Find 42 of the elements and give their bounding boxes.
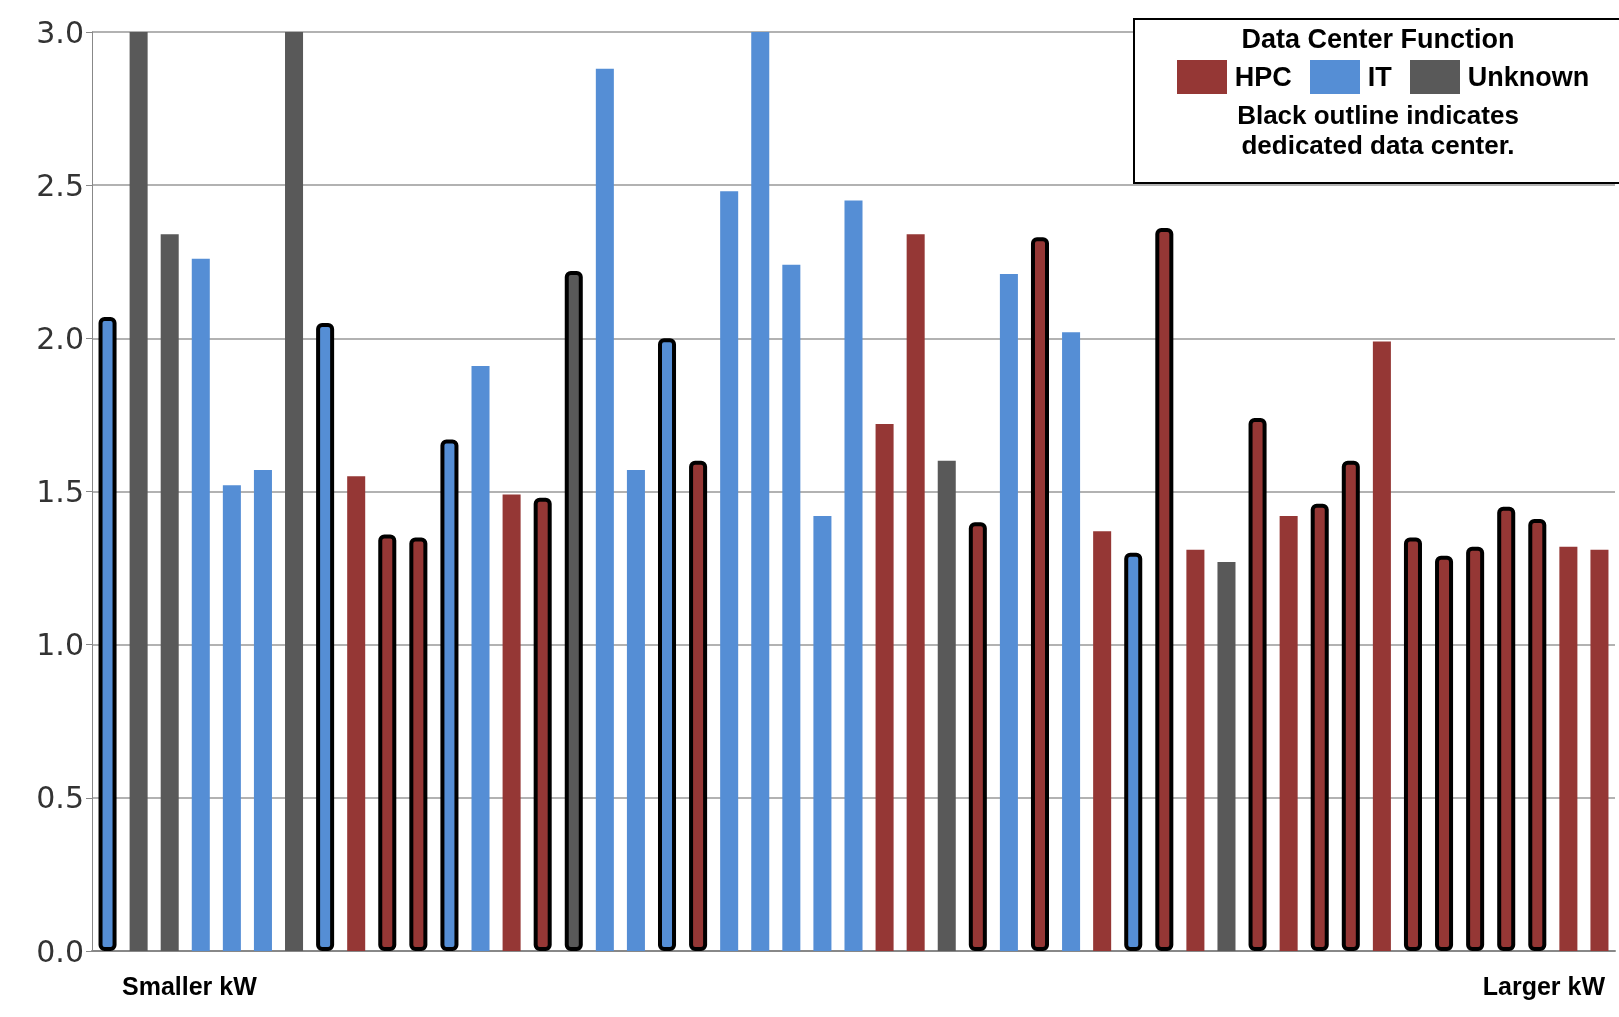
y-tick-label: 1.5 — [36, 474, 84, 509]
text: Larger kW — [1482, 971, 1606, 1000]
bar — [595, 68, 614, 951]
bar — [1372, 341, 1391, 951]
bar — [222, 485, 241, 951]
y-tick-label: 2.0 — [36, 320, 84, 356]
bar — [471, 365, 490, 951]
y-tick-label: 1.0 — [36, 627, 84, 663]
bar — [999, 274, 1018, 951]
bar — [1062, 332, 1081, 951]
bar — [1279, 516, 1298, 951]
bar — [191, 258, 210, 951]
bar — [782, 264, 801, 951]
bar — [285, 32, 304, 951]
bar — [626, 470, 645, 951]
y-tick-label: 3.0 — [36, 14, 84, 50]
legend-title: Data Center Function — [1240, 23, 1516, 56]
y-tick-label: 2.5 — [36, 167, 84, 203]
bar — [937, 460, 956, 951]
bar — [844, 200, 863, 951]
y-tick-label: 0.5 — [36, 780, 84, 816]
bar — [253, 470, 272, 951]
bar — [1093, 531, 1112, 951]
annotation: Black outline indicates dedicated data center. — [1236, 100, 1520, 160]
bar — [1559, 546, 1578, 951]
bar — [129, 32, 148, 951]
bar — [813, 516, 832, 951]
bar — [1186, 549, 1205, 951]
bar — [875, 424, 894, 951]
bar — [502, 494, 521, 951]
legend-label: IT — [1367, 61, 1392, 93]
text: Smaller kW — [122, 971, 258, 1000]
y-tick-label: 0.0 — [36, 933, 84, 969]
bar — [1590, 549, 1609, 951]
bar — [906, 234, 925, 951]
bar — [1217, 561, 1236, 951]
legend-label: HPC — [1234, 61, 1292, 93]
bar — [720, 191, 739, 951]
legend-label: Unknown — [1467, 61, 1590, 93]
bar — [160, 234, 179, 951]
bar — [347, 476, 366, 951]
bar — [751, 32, 770, 951]
